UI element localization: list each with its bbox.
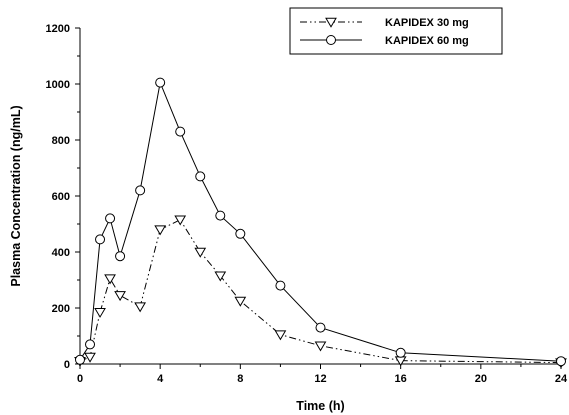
x-axis-title: Time (h) <box>296 399 344 413</box>
x-tick-label: 0 <box>77 373 83 385</box>
legend-label: KAPIDEX 30 mg <box>385 17 469 29</box>
data-point <box>195 171 206 182</box>
data-point <box>215 210 226 221</box>
y-tick-label: 200 <box>52 303 70 315</box>
y-tick-label: 800 <box>52 135 70 147</box>
y-axis-title: Plasma Concentration (ng/mL) <box>9 105 23 286</box>
data-point <box>214 271 227 282</box>
series-line <box>79 219 562 364</box>
data-point <box>234 296 247 307</box>
legend-box <box>289 7 503 55</box>
ticks: 0 200 400 600 800 1000 1200 0 4 8 12 16 20 24 <box>46 23 568 385</box>
data-point <box>235 228 246 239</box>
data-point <box>175 126 186 137</box>
x-tick-label: 24 <box>555 373 568 385</box>
axes <box>79 28 561 365</box>
legend-item: KAPIDEX 60 mg <box>300 35 469 47</box>
legend: KAPIDEX 30 mg KAPIDEX 60 mg <box>289 7 503 55</box>
series-60mg <box>75 77 566 367</box>
x-tick-label: 4 <box>157 373 164 385</box>
data-point <box>194 247 207 258</box>
legend-label: KAPIDEX 60 mg <box>385 35 469 47</box>
y-tick-label: 1000 <box>46 79 70 91</box>
series-30mg <box>74 215 567 369</box>
data-point <box>314 341 327 352</box>
data-point <box>154 225 167 236</box>
data-point <box>105 213 116 224</box>
data-point <box>174 215 187 226</box>
data-point <box>556 356 566 367</box>
data-point <box>395 347 406 358</box>
data-point <box>274 330 287 341</box>
data-point <box>84 352 96 363</box>
data-point <box>94 307 106 318</box>
x-tick-label: 8 <box>237 373 243 385</box>
series <box>74 77 567 369</box>
legend-marker <box>326 35 336 45</box>
x-tick-label: 20 <box>475 373 487 385</box>
data-point <box>75 354 85 365</box>
data-point <box>315 322 326 333</box>
data-point <box>275 280 286 291</box>
legend-marker <box>325 17 337 28</box>
series-line <box>79 80 562 362</box>
data-point <box>85 339 96 350</box>
y-tick-label: 0 <box>64 359 70 371</box>
y-tick-label: 600 <box>52 191 70 203</box>
data-point <box>114 291 126 302</box>
data-point <box>104 274 116 285</box>
x-tick-label: 12 <box>314 373 326 385</box>
legend-item: KAPIDEX 30 mg <box>300 17 469 29</box>
data-point <box>134 302 147 313</box>
x-tick-label: 16 <box>395 373 407 385</box>
data-point <box>155 77 166 88</box>
data-point <box>115 251 126 262</box>
y-tick-label: 1200 <box>46 23 70 35</box>
y-tick-label: 400 <box>52 247 70 259</box>
data-point <box>135 185 146 196</box>
data-point <box>95 234 106 245</box>
